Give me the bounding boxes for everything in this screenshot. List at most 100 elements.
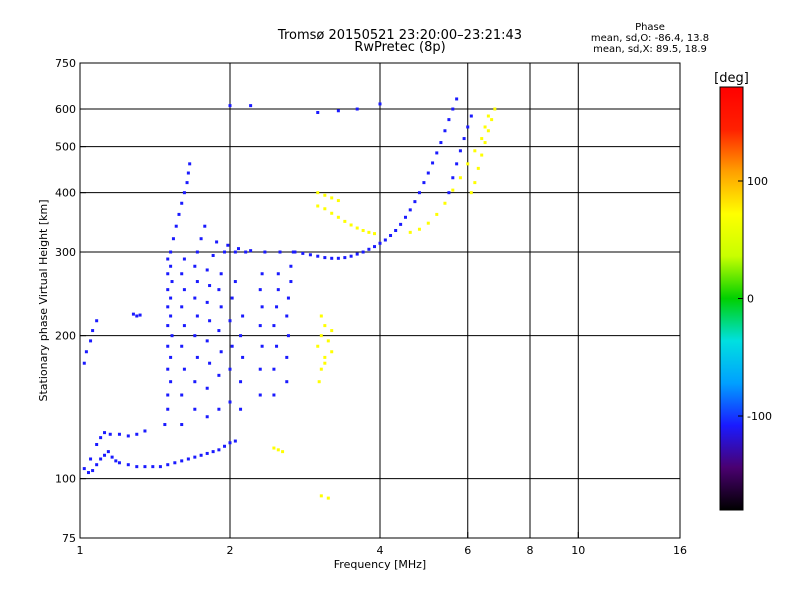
y-tick-label: 75 [62, 532, 76, 545]
data-point [219, 305, 223, 309]
data-point [193, 455, 197, 459]
data-point [126, 463, 130, 467]
data-point [195, 314, 199, 318]
data-point [361, 250, 365, 254]
data-point [258, 367, 262, 371]
data-point [285, 355, 289, 359]
data-point [166, 367, 170, 371]
data-point [95, 443, 99, 447]
data-point [177, 212, 181, 216]
x-tick-label: 8 [527, 544, 534, 557]
data-point [106, 450, 110, 454]
data-point [180, 201, 184, 205]
data-point [173, 461, 177, 465]
data-point [323, 193, 327, 197]
data-point [193, 334, 197, 338]
data-point [367, 230, 371, 234]
data-point [169, 380, 173, 384]
axis-ticks: 1 2 4 6 8 10 16 75 100 200 300 400 500 600 750 [55, 57, 687, 557]
data-point [422, 181, 426, 185]
data-point [195, 355, 199, 359]
data-point [291, 250, 295, 254]
x-axis-label: Frequency [MHz] [334, 558, 426, 571]
data-point [95, 463, 99, 467]
data-point [447, 118, 451, 122]
data-point [490, 118, 494, 122]
data-point [135, 314, 139, 318]
data-point [228, 319, 232, 323]
data-point [469, 191, 473, 195]
y-tick-label: 750 [55, 57, 76, 70]
data-point [166, 407, 170, 411]
data-point [435, 212, 439, 216]
data-point [480, 153, 484, 157]
data-point [316, 254, 320, 258]
data-point [170, 334, 174, 338]
data-point [170, 280, 174, 284]
data-point [217, 329, 221, 333]
data-point [217, 448, 221, 452]
data-point [343, 256, 347, 260]
data-point [260, 344, 264, 348]
data-point [108, 432, 112, 436]
colorbar-tick-label: 100 [747, 175, 768, 188]
data-point [151, 465, 155, 469]
data-point [117, 432, 121, 436]
data-point [383, 238, 387, 242]
data-point [239, 334, 243, 338]
phase-note-title: Phase [635, 22, 665, 33]
data-point [103, 453, 107, 457]
data-point [208, 319, 212, 323]
data-point [275, 344, 279, 348]
data-point [466, 125, 470, 129]
data-point [166, 393, 170, 397]
data-point [355, 252, 359, 256]
data-point [319, 334, 323, 338]
data-point [373, 232, 377, 236]
data-point [443, 201, 447, 205]
data-point [443, 129, 447, 133]
data-point [260, 305, 264, 309]
data-point [336, 215, 340, 219]
data-point [166, 344, 170, 348]
data-point [316, 344, 320, 348]
data-point [249, 249, 253, 253]
data-point [217, 288, 221, 292]
data-point [458, 149, 462, 153]
data-point [330, 196, 334, 200]
data-point [95, 319, 99, 323]
data-point [203, 224, 207, 228]
data-point [114, 459, 118, 463]
data-point [326, 339, 330, 343]
colorbar-label: [deg] [714, 71, 749, 86]
data-point [403, 215, 407, 219]
chart-title: Tromsø 20150521 23:20:00–23:21:43 [277, 28, 523, 43]
data-point [193, 380, 197, 384]
data-point [180, 423, 184, 427]
data-point [426, 221, 430, 225]
data-point [286, 296, 290, 300]
data-point [82, 361, 86, 365]
data-point [330, 329, 334, 333]
data-point [275, 305, 279, 309]
phase-note-line-x: mean, sd,X: 89.5, 18.9 [593, 44, 707, 55]
data-point [258, 393, 262, 397]
data-point [186, 457, 190, 461]
data-point [289, 280, 293, 284]
data-point [233, 439, 237, 443]
data-point [182, 367, 186, 371]
data-point [233, 280, 237, 284]
x-tick-label: 4 [377, 544, 384, 557]
data-point [169, 250, 173, 254]
data-point [323, 256, 327, 260]
data-point [319, 494, 323, 498]
data-point [469, 114, 473, 118]
y-tick-label: 300 [55, 246, 76, 259]
data-point [316, 191, 320, 195]
data-point [185, 181, 189, 185]
data-point [426, 171, 430, 175]
data-point [473, 181, 477, 185]
data-point [260, 272, 264, 276]
data-point [158, 465, 162, 469]
data-point [285, 380, 289, 384]
